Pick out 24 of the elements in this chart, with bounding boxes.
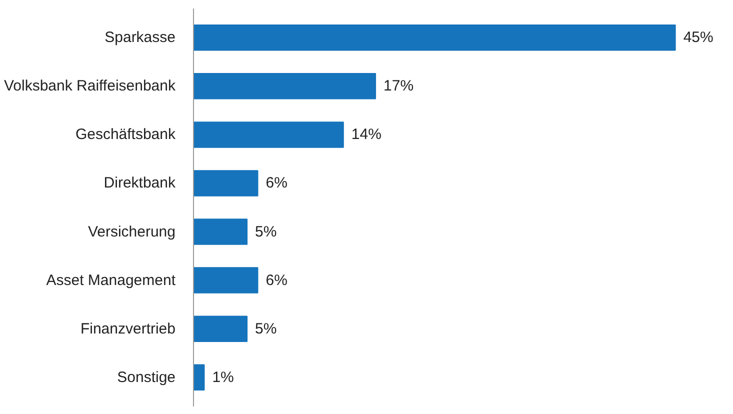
- y-tick-label: Sonstige: [117, 368, 176, 386]
- bar: [194, 218, 248, 245]
- data-label: 5%: [255, 223, 277, 240]
- bar: [194, 170, 258, 196]
- bar: [194, 267, 258, 294]
- bar: [194, 364, 205, 390]
- bar: [194, 24, 676, 51]
- data-label: 45%: [683, 29, 714, 46]
- data-label: 17%: [384, 78, 414, 95]
- y-tick-label: Asset Management: [46, 272, 176, 289]
- data-label: 5%: [255, 320, 277, 338]
- y-tick-label: Direktbank: [104, 174, 176, 192]
- data-label: 6%: [266, 174, 288, 192]
- data-label: 6%: [266, 272, 288, 289]
- bar: [194, 73, 376, 100]
- y-tick-label: Versicherung: [88, 223, 176, 240]
- y-tick-label: Geschäftsbank: [75, 126, 176, 144]
- y-tick-label: Volksbank Raiffeisenbank: [4, 78, 176, 95]
- data-label: 14%: [351, 126, 382, 144]
- bar: [194, 316, 248, 342]
- y-tick-label: Sparkasse: [104, 29, 176, 46]
- bar: [194, 122, 344, 148]
- data-label: 1%: [212, 368, 234, 386]
- y-tick-label: Finanzvertrieb: [80, 320, 176, 338]
